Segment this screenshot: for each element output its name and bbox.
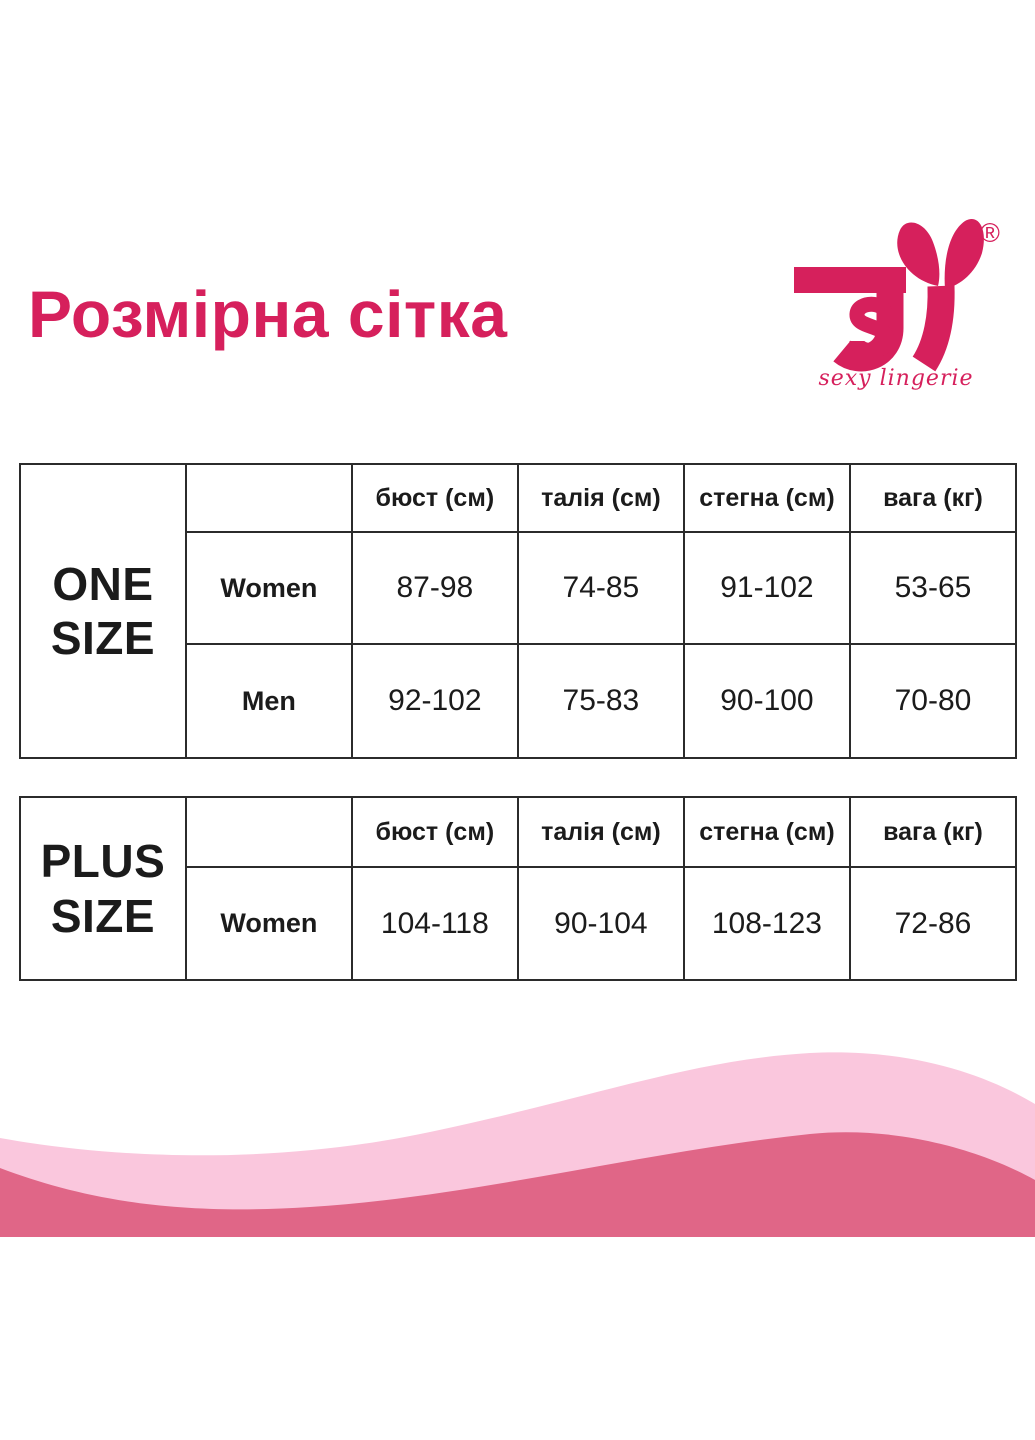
plus-size-table: PLUS SIZE бюст (см) талія (см) стегна (с… <box>19 796 1018 981</box>
column-header-weight: вага (кг) <box>848 463 1018 533</box>
size-label-one-size: ONE SIZE <box>19 463 187 759</box>
brand-tagline: sexy lingerie <box>818 366 974 391</box>
table-row-women: Women 87-98 74-85 91-102 53-65 <box>20 531 1018 645</box>
size-value: 87-98 <box>350 531 519 645</box>
registered-mark: ® <box>980 218 1000 248</box>
logo-y-stem <box>912 285 955 372</box>
logo-left-leaf <box>897 222 940 286</box>
size-value: 70-80 <box>848 643 1018 759</box>
row-label-women: Women <box>184 531 353 645</box>
table-row-women: Women 104-118 90-104 108-123 72-86 <box>20 866 1018 981</box>
size-label-line: SIZE <box>50 612 156 664</box>
column-header-weight: вага (кг) <box>848 796 1018 868</box>
size-value: 91-102 <box>682 531 851 645</box>
size-value: 92-102 <box>350 643 519 759</box>
row-label-men: Men <box>184 643 353 759</box>
size-value: 90-100 <box>682 643 851 759</box>
size-label-line: SIZE <box>50 889 156 942</box>
row-label-women: Women <box>184 866 353 981</box>
jsy-logo-icon: ® <box>794 218 1000 372</box>
size-value: 108-123 <box>682 866 851 981</box>
table-row-men: Men 92-102 75-83 90-100 70-80 <box>20 643 1018 759</box>
one-size-table: ONE SIZE бюст (см) талія (см) стегна (см… <box>19 463 1018 759</box>
size-label-line: PLUS <box>40 835 166 888</box>
column-header-waist: талія (см) <box>516 796 685 868</box>
size-label-line: ONE <box>52 557 154 610</box>
decorative-waves <box>0 1040 1035 1240</box>
logo-right-leaf <box>944 218 984 289</box>
column-header-bust: бюст (см) <box>350 463 519 533</box>
size-value: 75-83 <box>516 643 685 759</box>
size-value: 72-86 <box>848 866 1018 981</box>
size-label-plus-size: PLUS SIZE <box>19 796 187 981</box>
corner-cell <box>184 463 353 533</box>
brand-logo: ® sexy lingerie <box>786 210 1022 400</box>
size-value: 53-65 <box>848 531 1018 645</box>
column-header-waist: талія (см) <box>516 463 685 533</box>
corner-cell <box>184 796 353 868</box>
size-value: 90-104 <box>516 866 685 981</box>
wave-dark <box>0 1132 1035 1237</box>
size-value: 104-118 <box>350 866 519 981</box>
size-value: 74-85 <box>516 531 685 645</box>
column-header-hips: стегна (см) <box>682 796 851 868</box>
logo-s <box>849 296 895 359</box>
column-header-bust: бюст (см) <box>350 796 519 868</box>
column-header-hips: стегна (см) <box>682 463 851 533</box>
wave-graphic-icon <box>0 1052 1035 1237</box>
page-title: Розмірна сітка <box>28 277 508 351</box>
